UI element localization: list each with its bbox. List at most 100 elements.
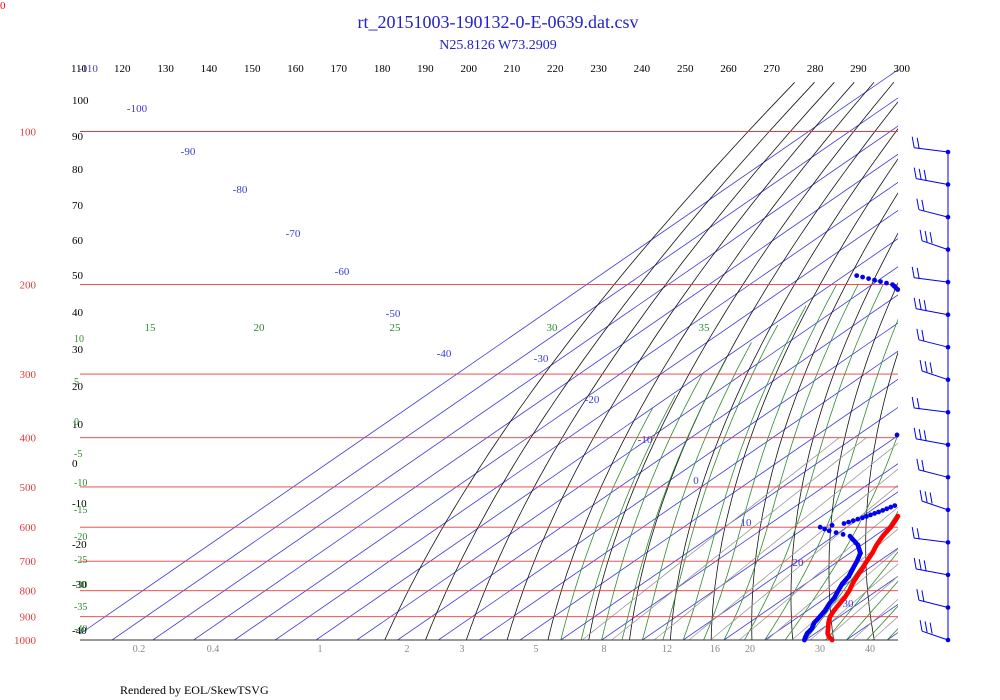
pressure-label: 100: [20, 127, 37, 139]
pressure-label: 800: [20, 586, 37, 598]
moist-adiabat-side-label: -20: [74, 532, 87, 543]
top-temperature-label: 140: [201, 63, 218, 75]
wind-barb-feather: [916, 528, 920, 540]
isotherm-line: [805, 575, 898, 640]
mixing-ratio-label: 30: [815, 644, 825, 655]
footer-credit: Rendered by EOL/SkewTSVG: [120, 683, 269, 697]
wind-barb-feather: [921, 590, 925, 602]
moist-adiabat-side-label: 0: [74, 417, 79, 428]
dewpoint-point: [894, 432, 900, 438]
wind-barb-staff: [914, 407, 949, 413]
isotherm-line: [234, 181, 898, 640]
moist-adiabat-line: [601, 373, 703, 640]
isotherm-label: -10: [638, 434, 653, 446]
top-temperature-label: 120: [114, 63, 131, 75]
chart-title: rt_20151003-190132-0-E-0639.dat.csv: [358, 12, 639, 32]
wind-barb-staff: [921, 500, 949, 511]
isotherm-line: [928, 68, 1000, 640]
moist-adiabat-side-label: -10: [74, 478, 87, 489]
wind-barb-feather: [921, 329, 925, 342]
top-temperature-label: 250: [677, 63, 694, 75]
moist-adiabat-side-label: 5: [74, 377, 79, 388]
top-temperature-label: 160: [287, 63, 304, 75]
wind-barb-feather: [916, 589, 920, 601]
dry-adiabat-line: [865, 351, 898, 640]
dry-adiabat-label: 20: [72, 381, 84, 393]
mixing-ratio-label: 3: [460, 644, 465, 655]
isotherm-line: [478, 350, 898, 640]
dry-adiabat-line: [936, 82, 1000, 640]
moist-adiabat-side-label: -25: [74, 555, 87, 566]
top-temperature-label: 220: [547, 63, 564, 75]
moist-adiabat-line: [642, 342, 752, 640]
isotherm-line: [560, 406, 898, 640]
dewpoint-point: [817, 524, 823, 530]
dry-adiabat-label: 40: [72, 307, 84, 319]
dewpoint-point: [847, 533, 853, 539]
isotherm-label: -110: [78, 63, 98, 75]
mixing-ratio-label: 12: [662, 644, 672, 655]
dry-adiabat-line: [465, 82, 835, 640]
dry-adiabat-label: -10: [72, 498, 87, 510]
isotherm-line: [519, 378, 898, 640]
wind-barb-staff: [914, 277, 949, 283]
isotherm-label: -60: [335, 266, 350, 278]
dry-adiabat-label: 90: [72, 131, 84, 143]
dewpoint-point: [878, 279, 883, 284]
mixing-ratio-line: [851, 598, 898, 640]
dry-adiabat-label: -20: [72, 539, 87, 551]
moist-adiabat-line: [662, 324, 779, 640]
dry-adiabat-label: -30: [72, 579, 87, 591]
wind-barb-feather: [924, 230, 928, 243]
top-temperature-label: 110: [71, 63, 88, 75]
moist-adiabat-line: [866, 605, 898, 640]
dewpoint-point: [841, 521, 847, 526]
mixing-ratio-line: [738, 506, 898, 640]
mixing-ratio-line: [581, 437, 840, 640]
wind-barb-feather: [919, 229, 923, 241]
dry-adiabat-line: [969, 82, 1000, 640]
pressure-label: 900: [20, 612, 37, 624]
pressure-label: 500: [20, 482, 37, 494]
moist-adiabat-line: [703, 284, 837, 640]
dewpoint-point: [876, 509, 881, 515]
isotherm-line: [764, 547, 898, 640]
isotherm-line: [274, 209, 898, 640]
isotherm-label: -50: [386, 308, 401, 320]
dry-adiabat-label: 80: [72, 164, 84, 176]
moist-adiabat-line: [580, 395, 676, 640]
dewpoint-point: [846, 519, 851, 525]
moist-adiabat-line: [560, 408, 653, 640]
dewpoint-point: [854, 273, 860, 278]
moist-adiabat-label: 35: [699, 322, 711, 334]
wind-barb-feather: [916, 137, 920, 149]
top-temperature-label: 170: [331, 63, 348, 75]
isotherm-label: 10: [741, 517, 753, 529]
top-temperature-label: 200: [460, 63, 477, 75]
mixing-ratio-label: 5: [534, 644, 539, 655]
top-temperature-label: 210: [504, 63, 521, 75]
wind-barb-feather: [913, 557, 917, 570]
dry-adiabat-line: [790, 232, 898, 640]
dry-adiabat-line: [751, 192, 898, 640]
dry-adiabat-line: [384, 82, 795, 640]
wind-barb-point: [945, 279, 951, 285]
wind-barb-feather: [923, 560, 927, 572]
top-temperature-label: 270: [764, 63, 781, 75]
isotherm-line: [886, 632, 898, 640]
isotherm-line: [438, 322, 898, 640]
dry-adiabat-line: [901, 82, 1000, 640]
pressure-label: 1000: [14, 635, 37, 647]
dry-adiabat-line: [828, 282, 898, 640]
dry-adiabat-line: [669, 128, 898, 640]
isotherm-label: 20: [793, 557, 805, 569]
wind-barb-feather: [924, 361, 928, 373]
dewpoint-point: [826, 528, 832, 534]
wind-barb-feather: [924, 491, 928, 503]
pressure-label: 700: [20, 556, 37, 568]
dewpoint-point: [829, 522, 835, 528]
chart-subtitle: N25.8126 W73.2909: [439, 38, 557, 53]
wind-barb-staff: [918, 469, 949, 478]
dewpoint-point: [864, 514, 869, 519]
wind-barb-feather: [929, 232, 933, 244]
